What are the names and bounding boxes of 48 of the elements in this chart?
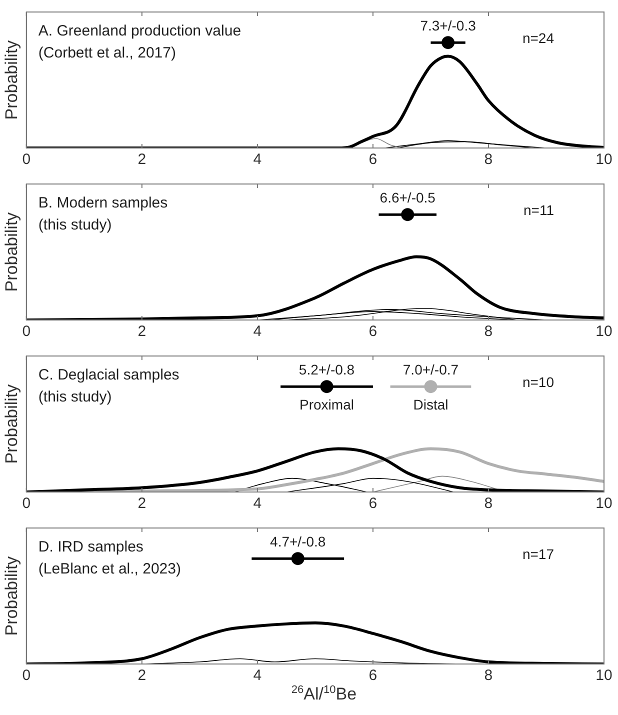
chart-subtitle: (LeBlanc et al., 2023) [38, 560, 181, 578]
x-tick-label: 8 [484, 323, 493, 340]
chart-title: A. Greenland production value [38, 22, 242, 40]
x-tick-label: 10 [596, 667, 612, 684]
x-tick-label: 4 [253, 667, 262, 684]
x-tick-label: 0 [22, 667, 31, 684]
x-tick-label: 8 [484, 667, 493, 684]
annotation: 6.6+/-0.5 [380, 189, 436, 206]
x-tick-label: 0 [22, 495, 31, 512]
x-tick-label: 10 [596, 323, 612, 340]
x-tick-label: 2 [138, 323, 146, 340]
x-axis-title: $^{26}$Al/$^{10}$Be [290, 684, 358, 705]
x-tick-label: 4 [253, 323, 262, 340]
chart-subtitle: (this study) [38, 388, 112, 406]
annotation: n=10 [522, 374, 554, 390]
y-axis-title: Probability [2, 556, 21, 636]
series-label: Proximal [300, 396, 354, 412]
annotation: 4.7+/-0.8 [270, 533, 326, 550]
x-tick-label: 6 [368, 667, 378, 684]
chart-title: D. IRD samples [38, 538, 144, 556]
x-tick-label: 8 [484, 151, 493, 168]
series-label: Distal [413, 396, 448, 412]
annotation: 7.3+/-0.3 [420, 17, 476, 34]
x-tick-label: 0 [22, 323, 31, 340]
x-tick-label: 2 [138, 667, 146, 684]
x-tick-label: 8 [484, 495, 493, 512]
y-axis-title: Probability [2, 40, 21, 120]
x-tick-label: 4 [253, 495, 262, 512]
y-axis-title: Probability [2, 384, 21, 464]
chart-title: B. Modern samples [38, 194, 168, 212]
chart-subtitle: (this study) [38, 216, 112, 234]
annotation: n=24 [522, 30, 554, 46]
x-tick-label: 6 [368, 323, 378, 340]
y-axis-title: Probability [2, 212, 21, 292]
x-tick-label: 10 [596, 495, 612, 512]
x-tick-label: 6 [368, 151, 378, 168]
x-tick-label: 10 [596, 151, 612, 168]
x-tick-label: 0 [22, 151, 31, 168]
chart-subtitle: (Corbett et al., 2017) [38, 44, 176, 62]
x-tick-label: 2 [138, 151, 146, 168]
x-tick-label: 2 [138, 495, 146, 512]
annotation: n=17 [522, 546, 554, 562]
x-tick-label: 6 [368, 495, 378, 512]
annotation: n=11 [524, 202, 554, 218]
annotation: 7.0+/-0.7 [402, 361, 459, 378]
chart-title: C. Deglacial samples [38, 366, 180, 384]
annotation: 5.2+/-0.8 [298, 361, 355, 378]
x-tick-label: 4 [253, 151, 262, 168]
